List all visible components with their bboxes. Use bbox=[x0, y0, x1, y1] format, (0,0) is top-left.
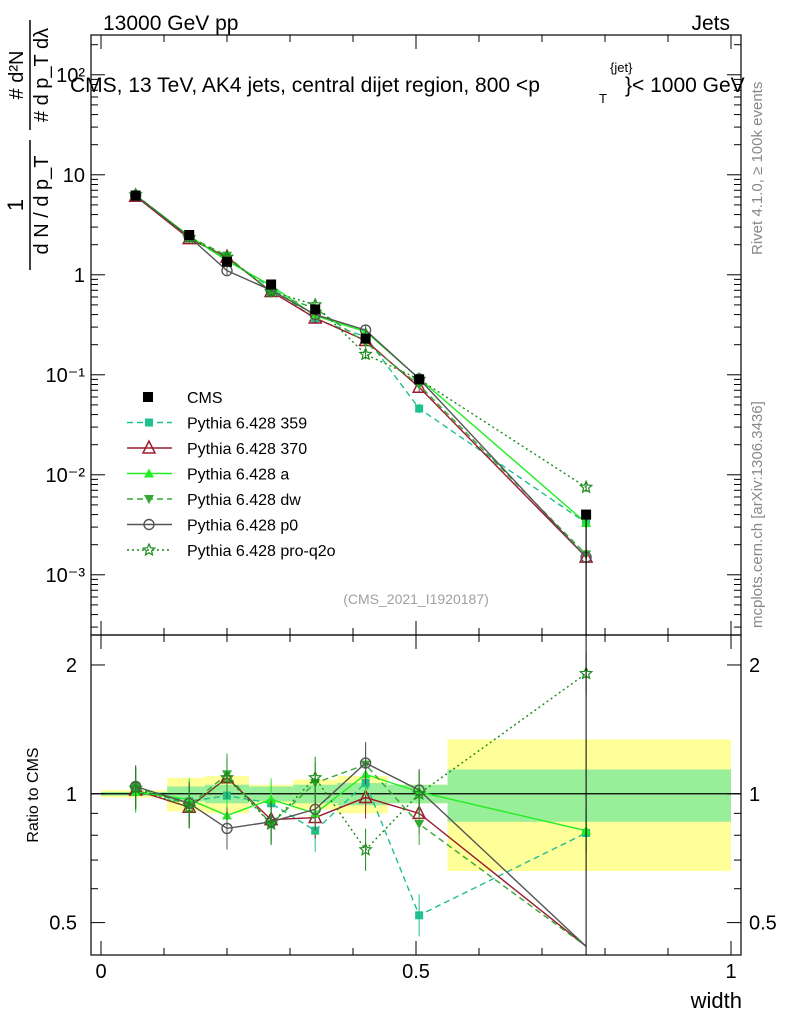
cms-data-point bbox=[266, 279, 277, 290]
legend-marker-5 bbox=[141, 542, 157, 557]
cms-data-point bbox=[130, 190, 141, 201]
legend-marker-0 bbox=[145, 418, 153, 427]
main-ytick-label-2: 1 bbox=[74, 265, 85, 287]
x-axis-ticks: 0 0.5 1 bbox=[95, 35, 737, 983]
ratio-ytick-label-right-0: 0.5 bbox=[749, 913, 777, 935]
series-5-ratio-point bbox=[358, 842, 373, 856]
cms-data-point bbox=[310, 304, 321, 315]
series-4-ratio-line bbox=[135, 762, 587, 947]
ratio-ytick-label-left-2: 2 bbox=[66, 655, 77, 677]
legend-marker-cms bbox=[143, 392, 153, 402]
series-4-main-line bbox=[135, 195, 587, 558]
main-ytick-label-1: 10 bbox=[63, 165, 85, 187]
ratio-ytick-label-left-0: 0.5 bbox=[49, 913, 77, 935]
watermark: (CMS_2021_I1920187) bbox=[343, 591, 489, 607]
series-5-ratio-point bbox=[263, 816, 279, 831]
legend-label-cms: CMS bbox=[187, 390, 223, 407]
series-5-ratio-point bbox=[308, 770, 323, 784]
main-ylabel: 1 d N / d p_T # d²N # d p_T dλ bbox=[3, 20, 53, 270]
series-5-ratio-point bbox=[411, 786, 427, 800]
ylabel-prefix-num: 1 bbox=[3, 199, 28, 211]
ratio-axis-ticks: 0.5 0.5 1 1 2 2 bbox=[49, 655, 777, 935]
series-5-ratio-point bbox=[128, 780, 143, 795]
main-ytick-label-3: 10⁻¹ bbox=[46, 365, 86, 387]
legend-label-1: Pythia 6.428 370 bbox=[187, 441, 307, 458]
main-axis-ticks: 10² 10 1 10⁻¹ 10⁻² 10⁻³ bbox=[46, 44, 741, 628]
series-1-ratio-point bbox=[358, 788, 373, 804]
cms-data-point bbox=[360, 333, 371, 344]
data-points-layer bbox=[130, 190, 592, 955]
series-3-ratio-point bbox=[414, 819, 425, 829]
legend: CMS Pythia 6.428 359 Pythia 6.428 370 Pythi… bbox=[127, 390, 336, 560]
series-5-main-point bbox=[358, 346, 373, 361]
ratio-ytick-label-left-1: 1 bbox=[66, 784, 77, 806]
rivet-label: Rivet 4.1.0, ≥ 100k events bbox=[749, 82, 766, 255]
title-tail: }< 1000 GeV bbox=[625, 74, 745, 97]
legend-marker-3 bbox=[144, 495, 154, 504]
header-left: 13000 GeV pp bbox=[103, 12, 238, 35]
legend-marker-1 bbox=[141, 439, 157, 454]
series-5-ratio-point bbox=[219, 770, 235, 784]
ratio-ytick-label-right-2: 2 bbox=[749, 655, 760, 677]
series-4-ratio-point bbox=[221, 822, 233, 835]
xtick-label-1: 0.5 bbox=[402, 961, 430, 983]
xaxis-label: width bbox=[690, 988, 742, 1013]
cms-data-point bbox=[184, 230, 195, 240]
series-3-ratio-line bbox=[135, 763, 587, 947]
legend-marker-2 bbox=[144, 468, 154, 478]
series-3-main-line bbox=[135, 194, 587, 555]
series-5-ratio-line bbox=[135, 672, 587, 851]
series-4-ratio-point bbox=[359, 757, 372, 769]
ratio-ytick-label-right-1: 1 bbox=[749, 784, 760, 806]
series-1-main-point bbox=[411, 378, 427, 394]
legend-label-5: Pythia 6.428 pro-q2o bbox=[187, 543, 336, 560]
band-stat-7 bbox=[447, 769, 731, 822]
main-ytick-label-5: 10⁻³ bbox=[46, 565, 86, 587]
ylabel-num: # d²N bbox=[6, 51, 28, 100]
series-5-main-point bbox=[578, 479, 594, 494]
title-sup: {jet} bbox=[610, 60, 633, 75]
series-0-ratio-point bbox=[415, 911, 424, 920]
main-title: CMS, 13 TeV, AK4 jets, central dijet reg… bbox=[70, 60, 745, 106]
ylabel-prefix-den: d N / d p_T bbox=[31, 156, 53, 255]
legend-label-0: Pythia 6.428 359 bbox=[187, 416, 307, 433]
cms-data-point bbox=[414, 374, 425, 385]
mcplots-label: mcplots.cern.ch [arXiv:1306.3436] bbox=[749, 401, 766, 628]
main-ytick-label-0: 10² bbox=[56, 65, 85, 87]
series-0-main-point bbox=[415, 404, 424, 413]
series-5-main-line bbox=[135, 194, 587, 488]
cms-data-point bbox=[222, 256, 232, 267]
ratio-ylabel: Ratio to CMS bbox=[25, 747, 42, 842]
xtick-label-2: 1 bbox=[725, 961, 736, 983]
legend-label-2: Pythia 6.428 a bbox=[187, 467, 289, 484]
header-right: Jets bbox=[691, 12, 730, 35]
main-ytick-label-4: 10⁻² bbox=[46, 465, 86, 487]
xtick-label-0: 0 bbox=[95, 961, 106, 983]
series-2-ratio-point bbox=[266, 794, 277, 804]
series-5-ratio-point bbox=[182, 799, 197, 814]
ylabel-den: # d p_T dλ bbox=[31, 28, 53, 122]
title-sub: T bbox=[599, 91, 607, 106]
series-4-ratio-point bbox=[309, 803, 321, 815]
series-2-ratio-line bbox=[135, 773, 587, 832]
series-5-main-point bbox=[263, 283, 279, 298]
legend-label-3: Pythia 6.428 dw bbox=[187, 492, 301, 509]
legend-marker-4 bbox=[143, 518, 155, 531]
legend-label-4: Pythia 6.428 p0 bbox=[187, 518, 298, 535]
title-text: CMS, 13 TeV, AK4 jets, central dijet reg… bbox=[70, 74, 540, 97]
